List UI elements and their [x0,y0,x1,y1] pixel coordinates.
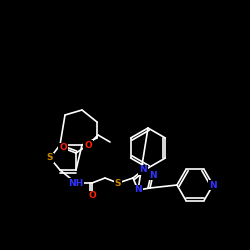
Text: N: N [134,186,142,194]
Text: NH: NH [68,178,84,188]
Text: O: O [84,140,92,149]
Text: N: N [139,166,147,174]
Text: N: N [209,180,217,190]
Text: O: O [59,144,67,152]
Text: O: O [88,192,96,200]
Text: N: N [149,170,157,179]
Text: S: S [47,154,53,162]
Text: S: S [115,178,121,188]
